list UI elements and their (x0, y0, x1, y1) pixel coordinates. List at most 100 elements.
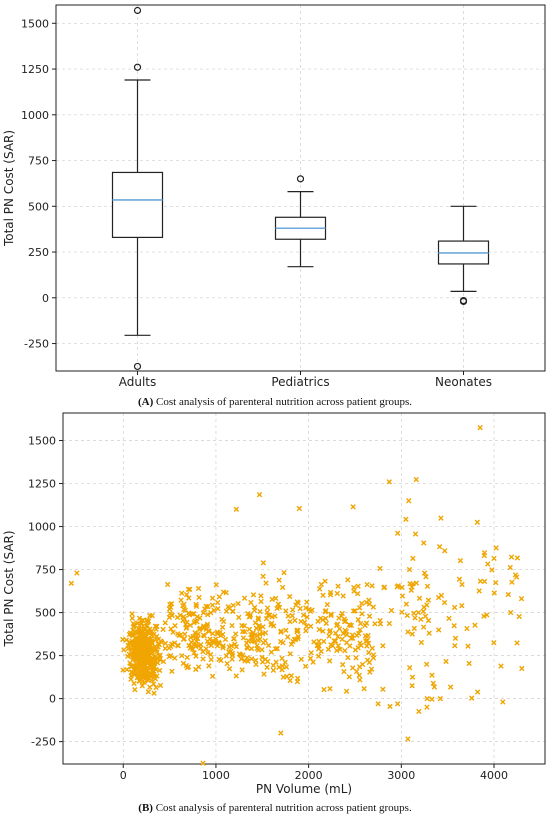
scatter-point (211, 607, 217, 614)
scatter-point (164, 581, 171, 588)
scatter-point (265, 642, 272, 649)
scatter-point (346, 674, 352, 680)
scatter-point (507, 564, 513, 571)
scatter-point (155, 660, 161, 666)
scatter-point (277, 638, 284, 645)
scatter-point (145, 618, 152, 624)
scatter-point (337, 646, 343, 653)
scatter-point (477, 424, 483, 431)
scatter-point (352, 647, 359, 653)
scatter-point (514, 555, 521, 561)
scatter-point (326, 633, 332, 639)
scatter-point (452, 642, 458, 649)
scatter-point (129, 611, 135, 617)
scatter-point (350, 608, 357, 614)
scatter-point (425, 597, 432, 603)
y-tick-label: 750 (28, 155, 49, 168)
scatter-point (339, 636, 345, 642)
scatter-point (298, 656, 304, 662)
scatter-point (399, 584, 405, 591)
scatter-point (201, 633, 208, 639)
scatter-point (230, 608, 236, 615)
scatter-point (254, 643, 260, 649)
scatter-point (131, 622, 137, 628)
scatter-point (260, 560, 267, 566)
scatter-point (369, 645, 376, 651)
scatter-point (280, 674, 287, 680)
scatter-point (241, 595, 248, 601)
scatter-point (298, 618, 304, 625)
scatter-point (153, 626, 159, 632)
scatter-point (276, 664, 282, 670)
scatter-point (351, 588, 357, 594)
scatter-point (121, 647, 127, 653)
scatter-point (260, 624, 266, 630)
scatter-point (395, 530, 401, 536)
scatter-point (375, 701, 381, 707)
scatter-point (205, 611, 211, 618)
scatter-point (370, 652, 377, 658)
scatter-point (287, 651, 293, 657)
scatter-point (257, 608, 263, 615)
scatter-point (404, 612, 410, 619)
scatter-point (294, 678, 301, 685)
scatter-point (443, 658, 449, 665)
scatter-point (308, 623, 314, 629)
scatter-point (344, 632, 350, 638)
scatter-point (315, 646, 322, 652)
scatter-point (303, 628, 309, 634)
scatter-point (193, 653, 199, 659)
scatter-point (314, 642, 320, 649)
scatter-point (230, 602, 236, 608)
scatter-point (203, 603, 209, 610)
scatter-point (491, 639, 497, 646)
scatter-point (150, 681, 157, 687)
scatter-point (322, 615, 329, 622)
scatter-point (353, 655, 359, 661)
scatter-point (424, 695, 430, 702)
scatter-point (186, 595, 192, 601)
scatter-point (264, 664, 270, 671)
scatter-point (131, 641, 138, 648)
scatter-point (412, 615, 418, 621)
scatter-point (157, 667, 163, 674)
scatter-point (256, 492, 263, 498)
scatter-point (162, 645, 168, 652)
scatter-point (141, 640, 147, 647)
scatter-point (250, 592, 257, 598)
scatter-point (187, 586, 193, 592)
scatter-point (197, 625, 203, 631)
scatter-point (228, 648, 234, 655)
scatter-point (420, 624, 427, 630)
scatter-point (151, 631, 157, 637)
scatter-point (459, 603, 465, 609)
scatter-point (208, 642, 215, 649)
scatter-point (236, 614, 242, 621)
scatter-point (350, 665, 356, 671)
scatter-point (200, 656, 206, 662)
scatter-point (340, 630, 346, 637)
scatter-point (429, 672, 435, 678)
scatter-point (226, 644, 233, 650)
y-tick-label: 750 (35, 564, 56, 577)
scatter-point (287, 619, 293, 625)
scatter-point (431, 684, 438, 690)
scatter-point (421, 540, 427, 546)
scatter-point (409, 631, 415, 637)
scatter-point (216, 594, 223, 600)
scatter-point (265, 612, 271, 618)
scatter-point (328, 612, 334, 619)
scatter-point (208, 651, 214, 658)
scatter-point (338, 613, 345, 619)
scatter-point (132, 671, 138, 677)
scatter-point (377, 621, 384, 627)
scatter-point (167, 604, 174, 610)
scatter-point (259, 654, 265, 661)
scatter-point (296, 505, 303, 512)
y-tick-label: 1000 (21, 109, 49, 122)
scatter-point (459, 581, 465, 588)
scatter-point (195, 585, 202, 592)
scatter-point (406, 665, 413, 671)
scatter-point (175, 631, 181, 637)
